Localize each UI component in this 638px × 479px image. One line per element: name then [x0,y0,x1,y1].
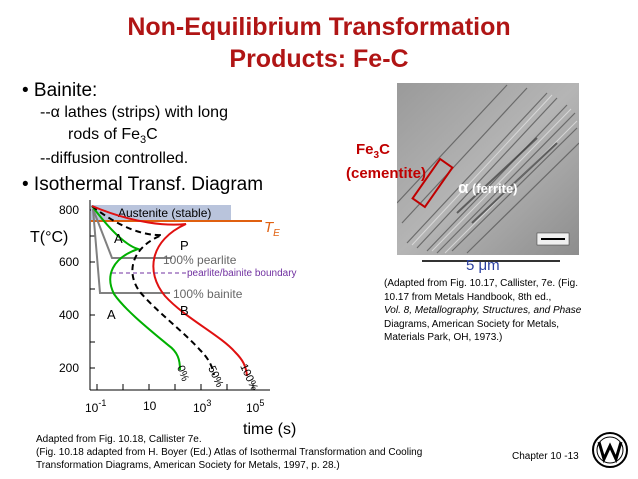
y-tick-200: 200 [59,361,79,375]
mid-curve-50pct [91,205,215,376]
curve-50pct-label: 50% [205,364,225,389]
bainite-desc-line2: rods of Fe3C [68,126,158,147]
bainite-label: 100% bainite [173,287,243,301]
finish-curve-100pct [91,205,248,377]
cementite-label: (cementite) [346,165,427,182]
bainite-desc-line3: --diffusion controlled. [40,150,189,167]
y-tick-800: 800 [59,203,79,217]
micrograph-caption: (Adapted from Fig. 10.17, Callister, 7e.… [384,278,582,343]
austenite-label: Austenite (stable) [118,206,211,220]
chapter-label: Chapter 10 -13 [512,451,579,462]
scale-bar [422,260,560,262]
curve-100pct-label: 100% [237,362,260,393]
boundary-label: pearlite/bainite boundary [187,268,297,279]
x-tick-10-3: 103 [193,398,211,415]
bullet-bainite: • Bainite: [22,80,98,101]
region-a-lower: A [107,307,116,322]
x-tick-10-5: 105 [246,398,264,415]
te-label: TE [264,219,280,239]
y-tick-600: 600 [59,255,79,269]
bullet-isothermal: • Isothermal Transf. Diagram [22,174,264,195]
x-tick-10: 10 [143,399,157,413]
slide-title-line1: Non-Equilibrium Transformation [127,13,511,41]
region-b: B [180,303,189,318]
scale-label: 5 μm [466,257,500,274]
ferrite-alpha: α [458,178,469,197]
pearlite-label: 100% pearlite [163,253,237,267]
region-p: P [180,238,189,253]
region-a-upper: A [114,231,123,246]
x-axis-label: time (s) [243,421,296,438]
x-tick-0-1: 10-1 [85,398,106,415]
bainite-path [92,208,170,294]
ferrite-label: (ferrite) [472,181,518,196]
start-curve-0pct [91,205,181,371]
curve-0pct-label: 0% [174,364,191,383]
bainite-desc-line1: --α lathes (strips) with long [40,104,228,121]
slide-title-line2: Products: Fe-C [229,45,409,73]
y-tick-400: 400 [59,308,79,322]
y-axis-label: T(°C) [30,229,68,246]
fe3c-label: Fe3C [356,141,390,161]
publisher-logo-icon [592,432,628,468]
bainite-micrograph [397,83,579,255]
footer-citation: Adapted from Fig. 10.18, Callister 7e. (… [36,434,423,471]
pearlite-path [92,208,172,259]
